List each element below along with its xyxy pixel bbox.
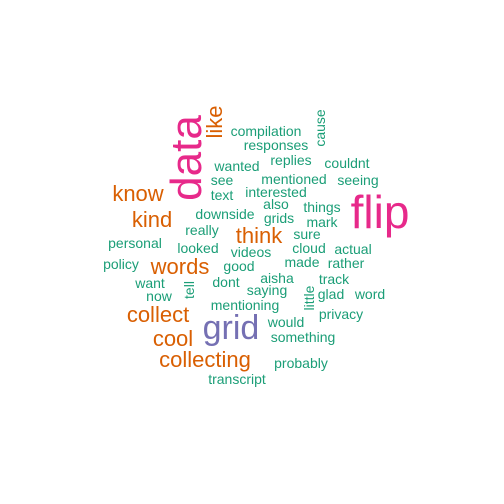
word-text: text	[210, 187, 234, 203]
word-grids: grids	[263, 210, 295, 226]
word-compilation: compilation	[230, 123, 302, 139]
word-grid: grid	[202, 309, 260, 347]
word-mark: mark	[306, 214, 338, 230]
word-rather: rather	[327, 255, 365, 271]
word-made: made	[284, 254, 320, 270]
word-kind: kind	[131, 207, 173, 232]
word-aisha: aisha	[260, 270, 294, 286]
word-would: would	[267, 314, 305, 330]
word-good: good	[223, 258, 255, 274]
word-cool: cool	[152, 326, 194, 351]
word-downside: downside	[195, 206, 255, 222]
word-also: also	[263, 196, 289, 212]
word-word: word	[354, 286, 386, 302]
word-couldnt: couldnt	[324, 155, 370, 171]
word-looked: looked	[177, 240, 219, 256]
word-mentioned: mentioned	[261, 171, 327, 187]
word-think: think	[235, 223, 283, 248]
word-collecting: collecting	[159, 347, 251, 372]
word-actual: actual	[334, 241, 372, 257]
word-now: now	[146, 288, 172, 304]
word-interested: interested	[245, 184, 307, 200]
word-dont: dont	[212, 274, 240, 290]
word-transcript: transcript	[208, 371, 266, 387]
word-seeing: seeing	[337, 172, 379, 188]
word-something: something	[270, 329, 336, 345]
word-sure: sure	[293, 226, 321, 242]
word-glad: glad	[317, 286, 345, 302]
word-saying: saying	[246, 282, 288, 298]
word-policy: policy	[103, 256, 139, 272]
word-really: really	[185, 222, 219, 238]
word-things: things	[303, 199, 341, 215]
word-know: know	[112, 181, 164, 206]
word-probably: probably	[274, 355, 328, 371]
word-videos: videos	[230, 244, 272, 260]
word-cause: cause	[312, 109, 328, 147]
word-tell: tell	[181, 281, 197, 299]
word-wanted: wanted	[214, 158, 260, 174]
word-little: little	[301, 285, 317, 311]
word-mentioning: mentioning	[210, 297, 280, 313]
word-want: want	[135, 275, 165, 291]
word-see: see	[210, 172, 234, 188]
word-personal: personal	[108, 235, 162, 251]
word-responses: responses	[243, 137, 309, 153]
word-collect: collect	[126, 302, 190, 327]
word-like: like	[202, 105, 227, 139]
word-track: track	[318, 271, 350, 287]
word-cloud: cloud	[292, 240, 326, 256]
word-words: words	[150, 254, 210, 279]
word-privacy: privacy	[318, 306, 364, 322]
word-replies: replies	[270, 152, 312, 168]
word-flip: flip	[350, 186, 410, 238]
